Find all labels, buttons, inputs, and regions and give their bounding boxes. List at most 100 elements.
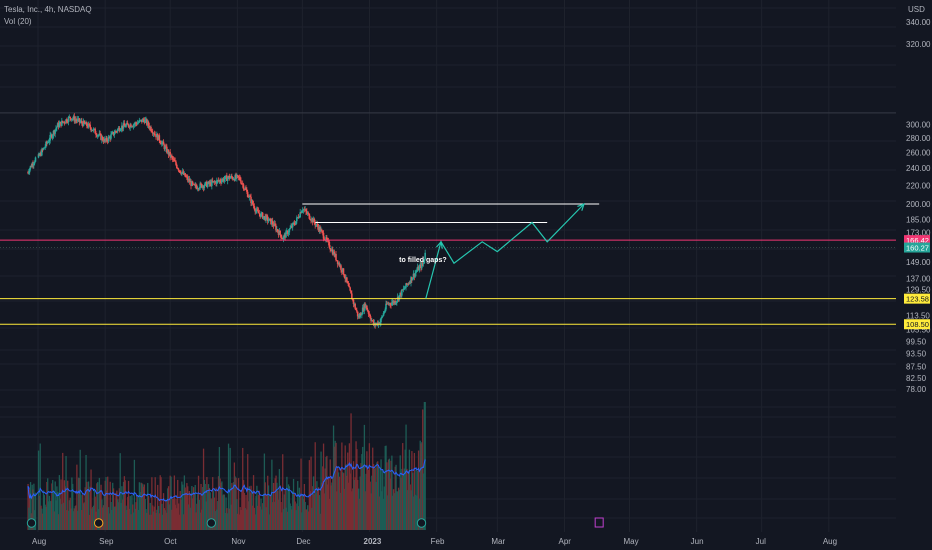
candle-body — [345, 277, 347, 280]
candle-body — [351, 299, 354, 301]
candle-body — [72, 116, 75, 119]
earnings-event-icon — [416, 518, 427, 528]
candle-body — [37, 154, 40, 158]
volume-bar — [82, 494, 84, 530]
candle-body — [419, 264, 421, 267]
candle-body — [199, 183, 201, 189]
candle-body — [195, 184, 197, 187]
candle-body — [307, 213, 310, 214]
volume-bar — [403, 468, 406, 530]
candle-body — [111, 131, 114, 133]
volume-bar — [174, 504, 176, 530]
candle-body — [420, 264, 422, 269]
volume-bar — [92, 507, 94, 530]
candle-body — [401, 289, 403, 296]
candle-body — [246, 191, 249, 197]
volume-bar — [147, 482, 149, 530]
upcoming-event-icon — [594, 517, 604, 528]
volume-bar — [114, 506, 116, 530]
volume-bar — [323, 493, 326, 530]
candle-body — [171, 155, 173, 158]
price-axis-bg — [896, 0, 932, 550]
volume-bar — [332, 478, 334, 530]
candle-body — [140, 119, 142, 121]
candle-body — [188, 179, 191, 183]
candle-body — [269, 218, 271, 220]
candle-body — [131, 126, 134, 128]
time-axis-tick: Apr — [559, 537, 572, 546]
candle-body — [139, 120, 141, 122]
volume-bar — [344, 445, 346, 530]
volume-bar — [395, 464, 397, 530]
volume-bar — [212, 490, 215, 530]
volume-bar — [127, 480, 130, 530]
candle-body — [387, 303, 390, 305]
candle-body — [321, 231, 324, 233]
candle-body — [191, 181, 193, 186]
candle-body — [221, 178, 224, 181]
candle-body — [91, 130, 93, 131]
volume-bar — [187, 504, 190, 530]
candle-body — [61, 120, 63, 126]
candle-body — [124, 125, 126, 128]
volume-bar — [365, 473, 367, 530]
candle-body — [176, 168, 179, 169]
candle-body — [391, 302, 393, 306]
candle-body — [309, 218, 311, 220]
candle-body — [115, 131, 117, 132]
candle-body — [316, 223, 319, 227]
support-tag-upper-bg — [904, 293, 930, 304]
candle-body — [408, 282, 411, 284]
candle-body — [242, 184, 245, 189]
candle-body — [33, 161, 36, 164]
volume-bar — [251, 490, 253, 530]
candle-body — [58, 123, 61, 128]
volume-bar — [47, 501, 50, 530]
volume-bar — [38, 495, 41, 530]
candle-body — [271, 220, 273, 225]
candle-body — [306, 211, 308, 214]
volume-bar — [422, 409, 424, 530]
candle-body — [261, 212, 264, 219]
candle-body — [46, 142, 49, 144]
volume-bar — [422, 473, 425, 530]
volume-bar — [259, 506, 261, 530]
candle-body — [317, 226, 320, 231]
candle-body — [339, 265, 341, 267]
projection-arrowhead — [577, 203, 585, 211]
candle-body — [386, 303, 389, 305]
volume-bar — [184, 487, 186, 530]
candle-body — [229, 177, 231, 179]
candle-body — [239, 177, 241, 181]
candle-body — [128, 126, 131, 128]
candle-body — [271, 220, 274, 225]
volume-bar — [232, 482, 235, 530]
candle-body — [113, 133, 116, 135]
volume-bar — [32, 489, 34, 530]
candle-body — [146, 121, 149, 125]
volume-bar — [156, 509, 158, 530]
volume-bar — [169, 475, 171, 530]
candle-body — [381, 316, 383, 319]
candle-body — [81, 123, 84, 126]
volume-bar — [165, 500, 167, 530]
candle-body — [101, 136, 104, 141]
price-axis-tick: 220.00 — [906, 181, 931, 190]
candle-body — [265, 215, 267, 221]
volume-bar — [322, 443, 325, 530]
candle-body — [106, 140, 109, 142]
volume-bar — [236, 499, 238, 530]
volume-bar — [382, 498, 385, 530]
candle-body — [409, 282, 411, 284]
candle-body — [286, 231, 289, 235]
volume-bar — [242, 480, 245, 530]
candle-body — [424, 252, 426, 260]
candle-body — [77, 118, 80, 120]
volume-bar — [356, 449, 358, 530]
candle-body — [27, 172, 29, 174]
volume-bar — [99, 490, 101, 530]
candle-body — [406, 283, 409, 285]
volume-bar — [71, 477, 73, 530]
volume-bar — [171, 509, 173, 530]
